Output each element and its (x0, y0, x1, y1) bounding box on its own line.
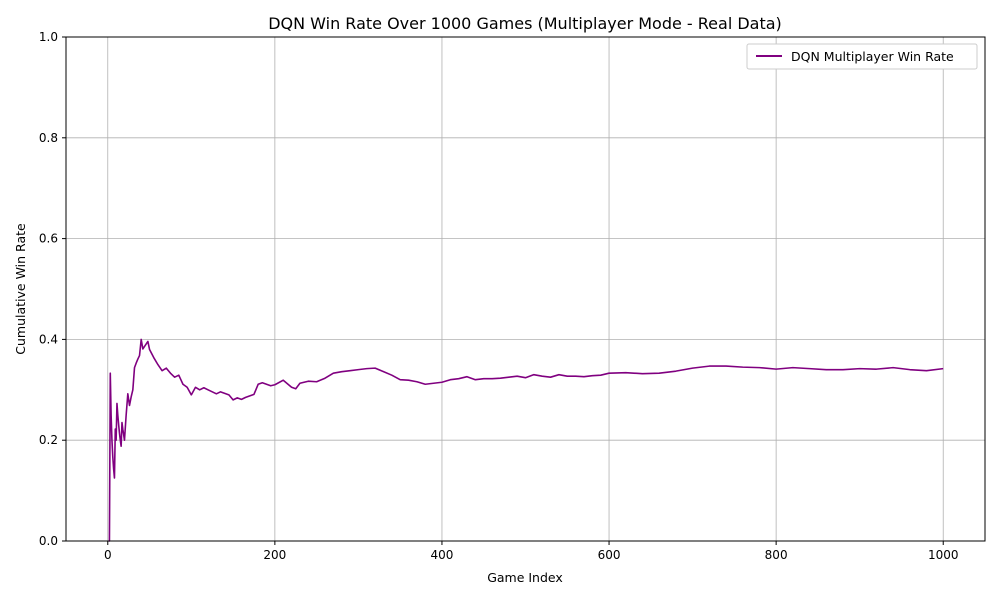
x-tick-label: 0 (104, 548, 112, 562)
y-axis-label: Cumulative Win Rate (13, 223, 28, 355)
y-tick-label: 0.6 (39, 232, 58, 246)
y-tick-label: 0.2 (39, 433, 58, 447)
x-tick-label: 400 (431, 548, 454, 562)
x-axis-label: Game Index (487, 570, 563, 585)
y-tick-label: 0.0 (39, 534, 58, 548)
plot-area-frame (65, 36, 986, 542)
series-line-0 (108, 338, 944, 542)
legend-box (746, 43, 978, 70)
legend: DQN Multiplayer Win Rate (746, 43, 978, 70)
x-tick-label: 200 (263, 548, 286, 562)
x-tick-label: 600 (598, 548, 621, 562)
x-tick-label: 1000 (928, 548, 959, 562)
legend-label: DQN Multiplayer Win Rate (791, 49, 954, 64)
y-tick-label: 0.8 (39, 131, 58, 145)
axis-ticks: 0 200 400 600 800 1000 0.0 0.2 0.4 0.6 0.8 1.0 (39, 30, 959, 562)
chart-title: DQN Win Rate Over 1000 Games (Multiplaye… (268, 14, 782, 33)
series-line-group (108, 338, 944, 542)
x-tick-label: 800 (765, 548, 788, 562)
y-tick-label: 0.4 (39, 332, 58, 346)
y-tick-label: 1.0 (39, 30, 58, 44)
